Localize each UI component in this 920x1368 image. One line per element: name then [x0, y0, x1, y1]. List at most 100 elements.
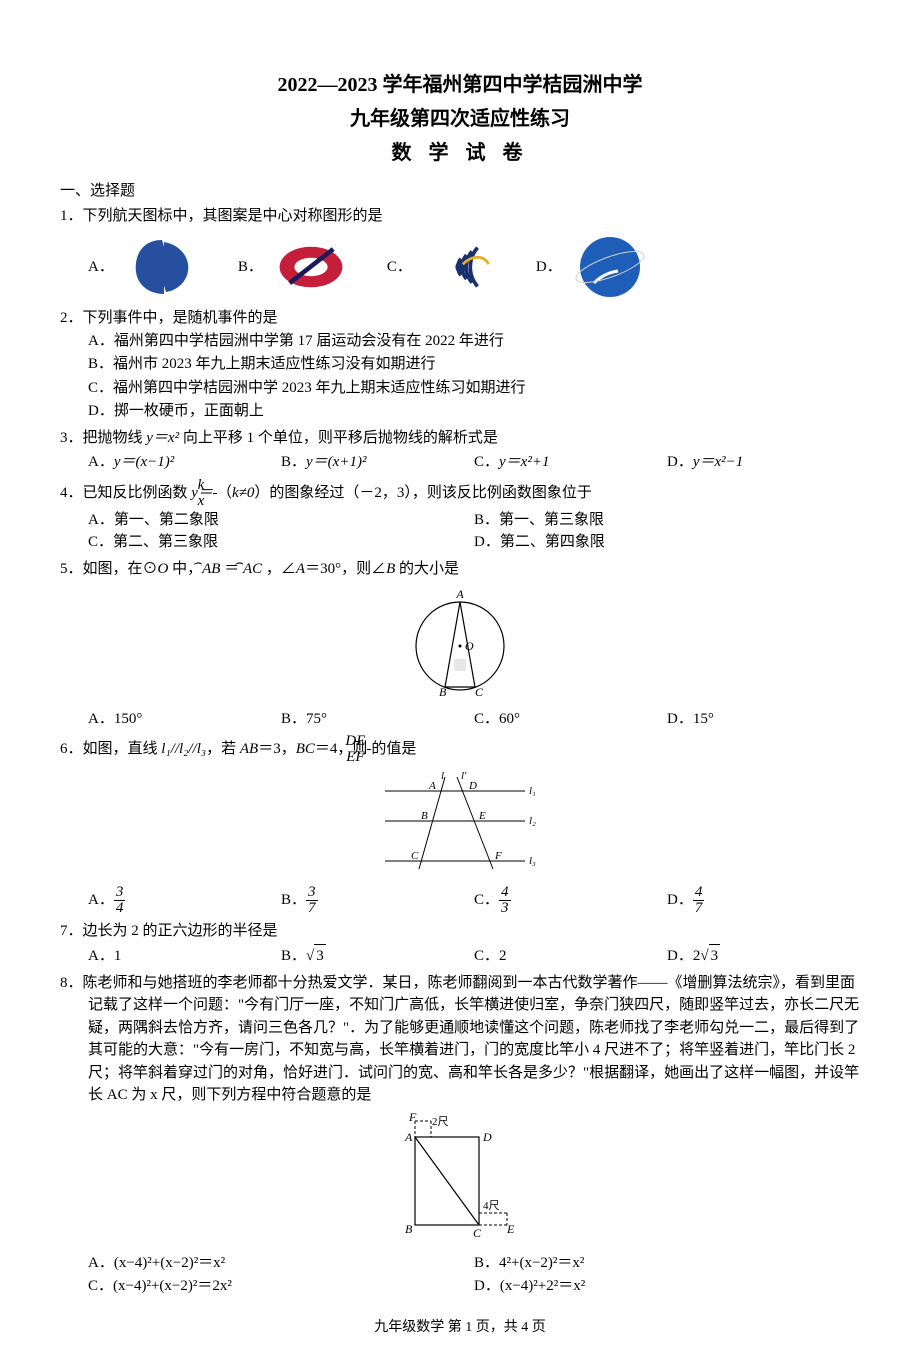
q5-arc2: AC — [243, 561, 262, 577]
q5-arc1: AB — [202, 561, 220, 577]
q5-c: C．60° — [474, 708, 667, 731]
logo-b-icon — [275, 231, 347, 303]
section-1-heading: 一、选择题 — [60, 180, 860, 203]
question-8: 8．陈老师和与她搭班的李老师都十分热爱文学．某日，陈老师翻阅到一本古代数学著作—… — [60, 972, 860, 1298]
q3-d-eq: y＝x²−1 — [693, 454, 743, 470]
svg-text:l': l' — [461, 770, 467, 782]
q1-a-label: A． — [88, 256, 114, 279]
title-line-3: 数 学 试 卷 — [60, 138, 860, 168]
q5-post: 的大小是 — [395, 561, 459, 577]
q8-d: D．(x−4)²+2²＝x² — [474, 1278, 585, 1294]
svg-text:E: E — [478, 810, 486, 822]
q6-figure: l l' A D B E C F l₁ l₂ l₃ — [60, 769, 860, 881]
q5-pre: 5．如图，在⊙ — [60, 561, 158, 577]
svg-text:l₃: l₃ — [529, 855, 536, 867]
q6-pre: 6．如图，直线 — [60, 741, 161, 757]
q8-c: C．(x−4)²+(x−2)²＝2x² — [88, 1278, 232, 1294]
svg-text:B: B — [421, 810, 428, 822]
q2-text: 2．下列事件中，是随机事件的是 — [60, 307, 860, 330]
q3-a-pre: A． — [88, 454, 114, 470]
q3-c-eq: y＝x²+1 — [499, 454, 549, 470]
q3-d-pre: D． — [667, 454, 693, 470]
q4-pre: 4．已知反比例函数 — [60, 484, 191, 500]
q2-a: A．福州第四中学桔园洲中学第 17 届运动会没有在 2022 年进行 — [60, 330, 860, 353]
title-line-2: 九年级第四次适应性练习 — [60, 104, 860, 134]
svg-text:B: B — [405, 1222, 413, 1236]
svg-text:l₁: l₁ — [529, 785, 536, 797]
q4-c: C．第二、第三象限 — [88, 531, 474, 554]
q8-text: 8．陈老师和与她搭班的李老师都十分热爱文学．某日，陈老师翻阅到一本古代数学著作—… — [60, 972, 860, 1107]
q5-mid3: ＝30°，则∠ — [305, 561, 386, 577]
logo-c-icon — [424, 231, 496, 303]
q4-a: A．第一、第二象限 — [88, 509, 474, 532]
question-3: 3．把抛物线 y＝x² 向上平移 1 个单位，则平移后抛物线的解析式是 A．y＝… — [60, 427, 860, 474]
q4-b: B．第一、第三象限 — [474, 509, 860, 532]
page-footer: 九年级数学 第 1 页，共 4 页 — [60, 1317, 860, 1338]
q5-b: B．75° — [281, 708, 474, 731]
q3-b-eq: y＝(x+1)² — [306, 454, 366, 470]
q7-c: C．2 — [474, 945, 667, 968]
q6-text: 6．如图，直线 l₁//l₂//l₃，若 AB＝3，BC＝4，则DEEF的值是 — [60, 734, 860, 765]
q1-d-label: D． — [536, 256, 562, 279]
q1-b-label: B． — [238, 256, 263, 279]
svg-text:A: A — [428, 780, 436, 792]
q2-b: B．福州市 2023 年九上期末适应性练习没有如期进行 — [60, 353, 860, 376]
q3-eq: y＝x² — [146, 430, 179, 446]
svg-text:l: l — [441, 770, 444, 782]
q5-figure: A O B C — [60, 584, 860, 704]
q5-text: 5．如图，在⊙O 中，AB ＝ AC ，∠A＝30°，则∠B 的大小是 — [60, 558, 860, 581]
q3-b-pre: B． — [281, 454, 306, 470]
q7-b: B．√3 — [281, 944, 474, 968]
q3-pre: 3．把抛物线 — [60, 430, 146, 446]
q5-b1: B — [386, 561, 395, 577]
q3-a-eq: y＝(x−1)² — [114, 454, 174, 470]
q4-cond: k≠0 — [232, 484, 254, 500]
logo-a-icon — [126, 231, 198, 303]
q3-c-pre: C． — [474, 454, 499, 470]
question-2: 2．下列事件中，是随机事件的是 A．福州第四中学桔园洲中学第 17 届运动会没有… — [60, 307, 860, 423]
title-line-1: 2022—2023 学年福州第四中学桔园洲中学 — [60, 70, 860, 100]
svg-text:C: C — [473, 1226, 482, 1240]
q7-text: 7．边长为 2 的正六边形的半径是 — [60, 920, 860, 943]
q8-figure: F 2尺 A D B C E 4尺 — [60, 1111, 860, 1249]
q4-d: D．第二、第四象限 — [474, 531, 860, 554]
q2-d: D．掷一枚硬币，正面朝上 — [60, 400, 860, 423]
q5-a1: A — [296, 561, 305, 577]
question-7: 7．边长为 2 的正六边形的半径是 A．1 B．√3 C．2 D．2√3 — [60, 920, 860, 968]
svg-text:4尺: 4尺 — [483, 1200, 500, 1212]
q5-mid2: ，∠ — [262, 561, 296, 577]
question-1: 1．下列航天图标中，其图案是中心对称图形的是 A． B． C． — [60, 205, 860, 304]
q5-a: A．150° — [88, 708, 281, 731]
svg-text:C: C — [411, 850, 419, 862]
svg-text:E: E — [506, 1222, 515, 1236]
q7-a: A．1 — [88, 945, 281, 968]
svg-text:F: F — [408, 1111, 417, 1124]
logo-d-icon — [574, 231, 646, 303]
q3-text: 3．把抛物线 y＝x² 向上平移 1 个单位，则平移后抛物线的解析式是 — [60, 427, 860, 450]
q4-mid: （ — [217, 484, 232, 500]
svg-text:A: A — [404, 1130, 413, 1144]
q5-o: O — [158, 561, 169, 577]
question-4: 4．已知反比例函数 y＝kx（k≠0）的图象经过（－2，3），则该反比例函数图象… — [60, 478, 860, 554]
q2-c: C．福州第四中学桔园洲中学 2023 年九上期末适应性练习如期进行 — [60, 377, 860, 400]
q1-text: 1．下列航天图标中，其图案是中心对称图形的是 — [60, 205, 860, 228]
q4-post: ）的图象经过（－2，3），则该反比例函数图象位于 — [254, 484, 592, 500]
svg-text:O: O — [465, 639, 474, 653]
svg-text:A: A — [455, 587, 464, 601]
q3-post: 向上平移 1 个单位，则平移后抛物线的解析式是 — [179, 430, 498, 446]
q5-d: D．15° — [667, 708, 860, 731]
q4-text: 4．已知反比例函数 y＝kx（k≠0）的图象经过（－2，3），则该反比例函数图象… — [60, 478, 860, 509]
svg-text:2尺: 2尺 — [432, 1116, 449, 1128]
question-6: 6．如图，直线 l₁//l₂//l₃，若 AB＝3，BC＝4，则DEEF的值是 … — [60, 734, 860, 916]
q8-b: B．4²+(x−2)²＝x² — [474, 1255, 584, 1271]
q1-c-label: C． — [387, 256, 412, 279]
svg-text:D: D — [482, 1130, 492, 1144]
svg-text:l₂: l₂ — [529, 815, 536, 827]
svg-text:D: D — [468, 780, 477, 792]
svg-text:B: B — [439, 685, 447, 696]
svg-text:F: F — [494, 850, 502, 862]
svg-text:C: C — [475, 685, 484, 696]
q7-d: D．2√3 — [667, 944, 860, 968]
q8-a: A．(x−4)²+(x−2)²＝x² — [88, 1255, 225, 1271]
question-5: 5．如图，在⊙O 中，AB ＝ AC ，∠A＝30°，则∠B 的大小是 A O … — [60, 558, 860, 731]
